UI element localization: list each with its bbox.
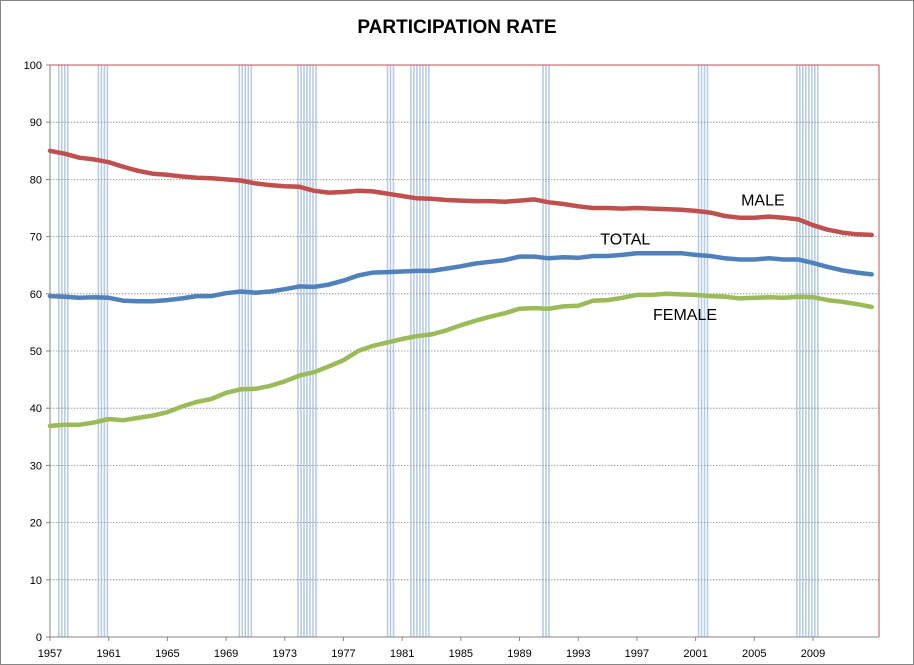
x-tick-label-1985: 1985 — [449, 648, 473, 660]
y-tick-label-100: 100 — [24, 60, 42, 72]
series-label-male: MALE — [741, 193, 785, 210]
x-tick-label-1969: 1969 — [214, 648, 238, 660]
y-tick-label-10: 10 — [30, 575, 42, 587]
y-tick-label-50: 50 — [30, 346, 42, 358]
y-tick-label-80: 80 — [30, 174, 42, 186]
x-tick-label-1973: 1973 — [273, 648, 297, 660]
x-tick-label-1961: 1961 — [96, 648, 120, 660]
x-tick-label-2001: 2001 — [683, 648, 707, 660]
x-tick-label-1993: 1993 — [566, 648, 590, 660]
series-line-male — [47, 148, 874, 238]
y-tick-label-70: 70 — [30, 232, 42, 244]
chart-title: PARTICIPATION RATE — [357, 17, 557, 38]
series-label-total: TOTAL — [600, 232, 650, 249]
y-tick-label-20: 20 — [30, 518, 42, 530]
x-tick-label-1981: 1981 — [390, 648, 414, 660]
x-tick-label-1957: 1957 — [38, 648, 62, 660]
x-tick-label-2005: 2005 — [742, 648, 766, 660]
x-tick-label-1997: 1997 — [625, 648, 649, 660]
series-line-female — [47, 291, 874, 429]
series-label-female: FEMALE — [653, 307, 717, 324]
y-tick-label-60: 60 — [30, 289, 42, 301]
x-tick-label-1965: 1965 — [155, 648, 179, 660]
x-tick-label-1989: 1989 — [507, 648, 531, 660]
x-tick-label-2009: 2009 — [801, 648, 825, 660]
y-tick-label-30: 30 — [30, 460, 42, 472]
y-tick-label-40: 40 — [30, 403, 42, 415]
y-tick-label-0: 0 — [36, 632, 42, 644]
series-line-total — [47, 250, 874, 304]
x-tick-label-1977: 1977 — [331, 648, 355, 660]
y-tick-label-90: 90 — [30, 117, 42, 129]
